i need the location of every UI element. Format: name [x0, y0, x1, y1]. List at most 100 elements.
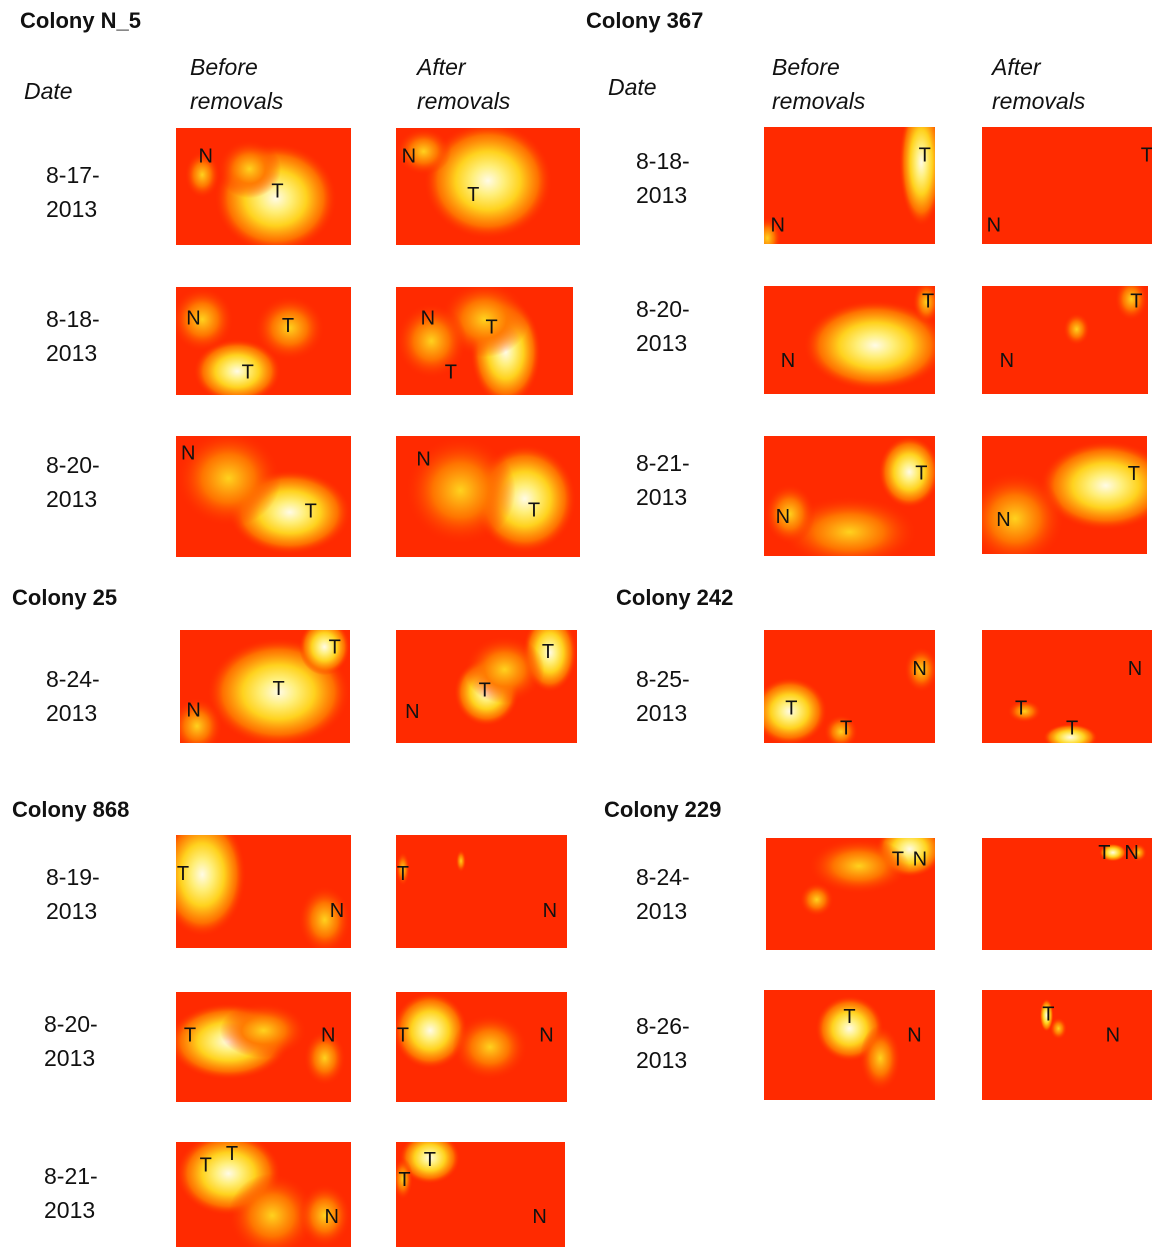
- label-n: N: [199, 146, 213, 168]
- label-n: N: [532, 1206, 546, 1228]
- heat-blob: [808, 838, 910, 894]
- label-t: T: [177, 863, 189, 885]
- label-n: N: [770, 215, 784, 237]
- before-header-right: Before removals: [772, 54, 866, 114]
- heat-blob: [193, 338, 281, 395]
- date-header-right: Date: [608, 74, 657, 100]
- heat-blob: [180, 697, 223, 743]
- date-label: 8-24- 2013: [46, 666, 100, 726]
- heat-blob: [455, 849, 467, 873]
- heat-blob: [1129, 843, 1147, 862]
- heat-blob: [219, 1003, 308, 1058]
- heat-blob: [464, 635, 545, 704]
- colony-title-25: Colony 25: [12, 585, 118, 610]
- colony-title-n5: Colony N_5: [20, 8, 142, 33]
- heat-blob: [982, 471, 1065, 554]
- heat-blob: [176, 835, 246, 937]
- heat-blob: [1063, 313, 1090, 346]
- label-t: T: [919, 145, 931, 167]
- heatmap-before: TT N: [176, 1142, 351, 1247]
- label-n: N: [907, 1024, 921, 1046]
- label-t: T: [785, 697, 797, 719]
- heatmap-after: N T T: [982, 630, 1152, 743]
- heatmap-after: NT: [396, 436, 580, 557]
- label-n: N: [1128, 658, 1142, 680]
- heat-blob: [298, 885, 351, 948]
- label-t: T: [424, 1149, 436, 1171]
- date-label: 8-24- 2013: [636, 864, 690, 924]
- label-t: T: [840, 718, 852, 740]
- heatmap-after: NT: [982, 286, 1148, 394]
- heat-blob: [859, 1025, 901, 1092]
- heat-blob: [396, 128, 452, 175]
- heat-blob: [176, 436, 281, 527]
- label-t: T: [271, 181, 283, 203]
- heat-blob: [823, 714, 859, 743]
- heatmap-background: [982, 990, 1152, 1100]
- heat-blob: [303, 1030, 346, 1086]
- label-n: N: [181, 442, 195, 464]
- heat-blob: [452, 1014, 528, 1080]
- label-n: N: [987, 215, 1001, 237]
- heat-blob: [803, 300, 935, 391]
- heatmap-before: TN: [176, 835, 351, 948]
- label-t: T: [1141, 145, 1152, 167]
- heat-blob: [764, 484, 816, 544]
- label-t: T: [1015, 697, 1027, 719]
- colony-title-242: Colony 242: [616, 585, 734, 610]
- label-n: N: [321, 1024, 335, 1046]
- label-n: N: [776, 506, 790, 528]
- heatmap-after: NT: [982, 436, 1147, 554]
- date-label: 8-26- 2013: [636, 1013, 690, 1073]
- date-label: 8-17- 2013: [46, 162, 100, 222]
- label-t: T: [843, 1006, 855, 1028]
- heat-blob: [423, 128, 553, 240]
- label-t: T: [1128, 463, 1140, 485]
- heatmap-after: TT N: [396, 1142, 565, 1247]
- label-t: T: [1042, 1004, 1054, 1026]
- heatmap-before: NT: [764, 286, 935, 394]
- heat-blob: [228, 1173, 316, 1247]
- heat-blob: [405, 436, 516, 545]
- label-t: T: [397, 863, 409, 885]
- date-header-left: Date: [24, 78, 73, 104]
- heat-blob: [176, 287, 234, 352]
- heatmap-after: N T T: [396, 287, 573, 395]
- label-t: T: [1066, 718, 1078, 740]
- heat-blob: [764, 677, 828, 743]
- heat-blob: [218, 139, 281, 199]
- label-n: N: [996, 509, 1010, 531]
- label-n: N: [912, 658, 926, 680]
- heat-blob: [1099, 843, 1127, 862]
- label-n: N: [405, 701, 419, 723]
- before-header-left: Before removals: [190, 54, 284, 114]
- heatmap-after: NT: [396, 128, 580, 245]
- heatmap-before: N T T: [176, 287, 351, 395]
- label-n: N: [1124, 842, 1138, 864]
- heat-blob: [396, 303, 467, 379]
- label-n: N: [543, 900, 557, 922]
- label-t: T: [242, 362, 254, 384]
- label-n: N: [781, 350, 795, 372]
- label-t: T: [1130, 290, 1142, 312]
- heatmap-before: N T T: [180, 630, 350, 743]
- label-n: N: [186, 308, 200, 330]
- heatmap-after: N T T: [396, 630, 577, 743]
- heat-blob: [254, 295, 325, 361]
- heat-blob: [1007, 700, 1042, 723]
- label-t: T: [915, 463, 927, 485]
- heatmap-after: TN: [396, 835, 567, 948]
- heatmap-before: TN: [764, 990, 935, 1100]
- heat-blob: [298, 1184, 351, 1247]
- heatmap-background: [982, 127, 1152, 244]
- label-n: N: [913, 849, 927, 871]
- label-n: N: [1000, 350, 1014, 372]
- heatmap-after: NT: [982, 127, 1152, 244]
- label-t: T: [305, 501, 317, 523]
- heat-blob: [781, 496, 918, 556]
- label-t: T: [485, 316, 497, 338]
- heat-blob: [396, 992, 468, 1069]
